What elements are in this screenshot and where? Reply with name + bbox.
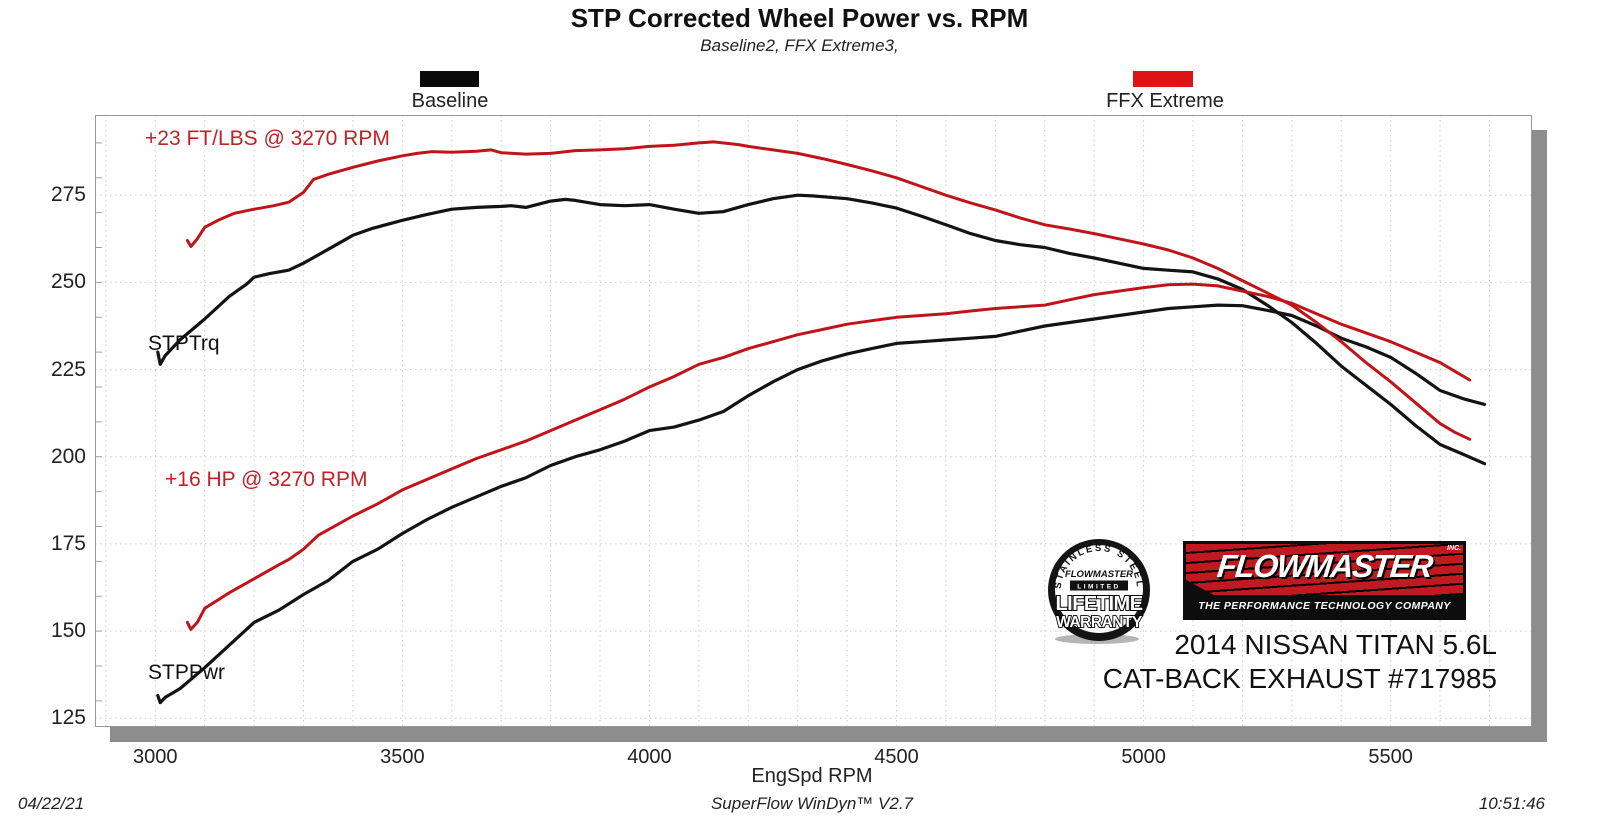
curve-stptrq-baseline	[156, 193, 1487, 466]
curve-stppwr-baseline	[156, 303, 1487, 705]
y-tick-label: 200	[50, 444, 86, 468]
flowmaster-logo-red-field	[1186, 544, 1463, 595]
y-tick-label: 150	[50, 619, 86, 643]
legend-label-baseline: Baseline	[411, 90, 489, 112]
x-tick-label: 5500	[1368, 746, 1413, 768]
x-tick-label: 5000	[1121, 746, 1166, 768]
plot-border	[95, 115, 1532, 727]
y-tick-label: 275	[50, 183, 86, 207]
x-tick-label: 4000	[627, 746, 672, 768]
chart-subtitle: Baseline2, FFX Extreme3,	[700, 36, 899, 55]
x-axis-title: EngSpd RPM	[751, 765, 873, 787]
badge-limited-bar	[1070, 580, 1128, 591]
x-tick-label: 3000	[133, 746, 178, 768]
y-tick-label: 250	[50, 270, 86, 294]
flowmaster-inc-text: INC.	[1447, 545, 1461, 552]
curve-stppwr-ffx-extreme	[185, 282, 1472, 631]
y-tick-label: 175	[50, 531, 86, 555]
y-tick-label: 225	[50, 357, 86, 381]
plot-area	[95, 115, 1532, 727]
x-tick-label: 3500	[380, 746, 425, 768]
footer-software: SuperFlow WinDyn™ V2.7	[710, 794, 914, 813]
vehicle-info: 2014 NISSAN TITAN 5.6L CAT-BACK EXHAUST …	[1103, 628, 1497, 696]
power-curve-label: STPPwr	[148, 661, 226, 684]
product-number-text: CAT-BACK EXHAUST #717985	[1102, 663, 1497, 694]
legend-label-ffx-extreme: FFX Extreme	[1106, 90, 1224, 112]
flowmaster-logo: FLOWMASTER INC. THE PERFORMANCE TECHNOLO…	[1183, 541, 1466, 620]
badge-warranty-text: WARRANTY	[1056, 614, 1143, 631]
dyno-plot-svg	[95, 115, 1532, 727]
badge-lifetime-text: LIFETIME	[1055, 593, 1142, 615]
curve-stptrq-ffx-extreme	[185, 140, 1472, 441]
legend-swatch-ffx-extreme	[1133, 71, 1193, 87]
badge-brand-text: FLOWMASTER	[1065, 569, 1133, 580]
torque-curve-label: STPTrq	[148, 332, 220, 355]
x-tick-label: 4500	[874, 746, 919, 768]
vehicle-model-text: 2014 NISSAN TITAN 5.6L	[1174, 629, 1497, 660]
flowmaster-brand-text: FLOWMASTER	[1215, 548, 1434, 584]
legend-swatch-baseline	[420, 71, 479, 87]
y-tick-label: 125	[50, 706, 86, 730]
power-gain-annotation: +16 HP @ 3270 RPM	[165, 468, 368, 491]
badge-limited-text: LIMITED	[1077, 584, 1121, 591]
lifetime-warranty-badge: STAINLESS STEEL FLOWMASTER LIMITED LIFET…	[1048, 539, 1150, 644]
chart-title: STP Corrected Wheel Power vs. RPM	[570, 3, 1029, 33]
torque-gain-annotation: +23 FT/LBS @ 3270 RPM	[145, 127, 390, 150]
footer-date: 04/22/21	[18, 794, 85, 813]
flowmaster-tagline: THE PERFORMANCE TECHNOLOGY COMPANY	[1198, 600, 1451, 612]
footer-time: 10:51:46	[1478, 794, 1545, 813]
